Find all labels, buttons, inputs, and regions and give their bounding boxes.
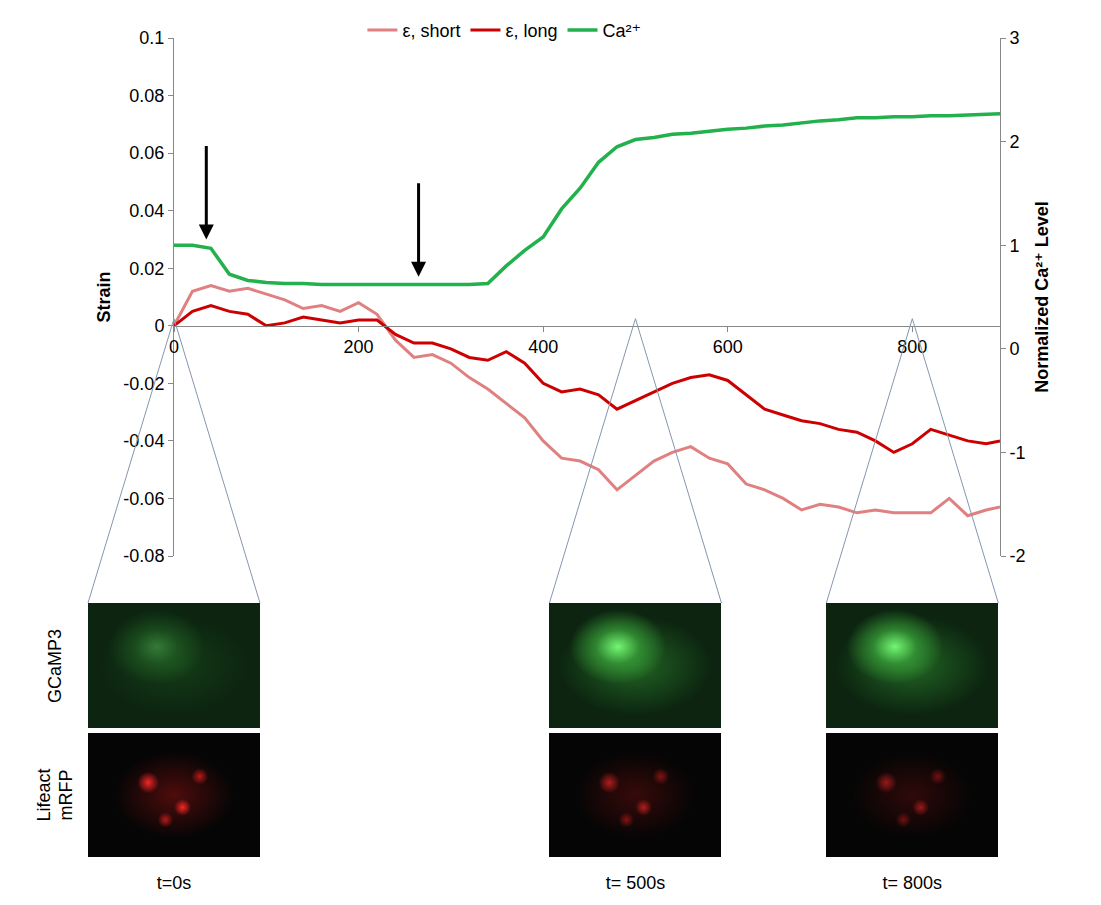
svg-text:0: 0 <box>169 337 179 357</box>
svg-text:0.08: 0.08 <box>129 86 164 106</box>
svg-text:800: 800 <box>897 337 927 357</box>
svg-text:ε, short: ε, short <box>402 21 460 41</box>
svg-text:ε, long: ε, long <box>505 21 557 41</box>
svg-text:400: 400 <box>528 337 558 357</box>
svg-text:-0.08: -0.08 <box>123 546 164 566</box>
html-text:GCaMP3: GCaMP3 <box>45 628 65 703</box>
svg-text:-0.06: -0.06 <box>123 489 164 509</box>
svg-text:Strain: Strain <box>94 271 114 322</box>
html-text:t=0s: t=0s <box>156 873 192 893</box>
html-text:t= 800s: t= 800s <box>882 873 943 893</box>
svg-text:3: 3 <box>1010 28 1020 48</box>
svg-text:Ca²⁺: Ca²⁺ <box>603 21 642 41</box>
svg-text:Normalized Ca²⁺ Level: Normalized Ca²⁺ Level <box>1032 201 1052 393</box>
svg-text:600: 600 <box>713 337 743 357</box>
svg-text:1: 1 <box>1010 236 1020 256</box>
svg-text:0: 0 <box>1010 339 1020 359</box>
svg-text:200: 200 <box>344 337 374 357</box>
html-text:Lifeact: Lifeact <box>34 768 54 822</box>
svg-text:0: 0 <box>154 316 164 336</box>
svg-text:0.06: 0.06 <box>129 143 164 163</box>
html-text:mRFP: mRFP <box>56 769 76 821</box>
svg-text:0.1: 0.1 <box>139 28 164 48</box>
svg-text:0.04: 0.04 <box>129 201 164 221</box>
svg-text:-2: -2 <box>1010 546 1026 566</box>
svg-text:2: 2 <box>1010 132 1020 152</box>
svg-text:0.02: 0.02 <box>129 259 164 279</box>
svg-text:-0.02: -0.02 <box>123 374 164 394</box>
svg-text:-1: -1 <box>1010 443 1026 463</box>
html-text:t= 500s: t= 500s <box>605 873 666 893</box>
svg-text:-0.04: -0.04 <box>123 431 164 451</box>
